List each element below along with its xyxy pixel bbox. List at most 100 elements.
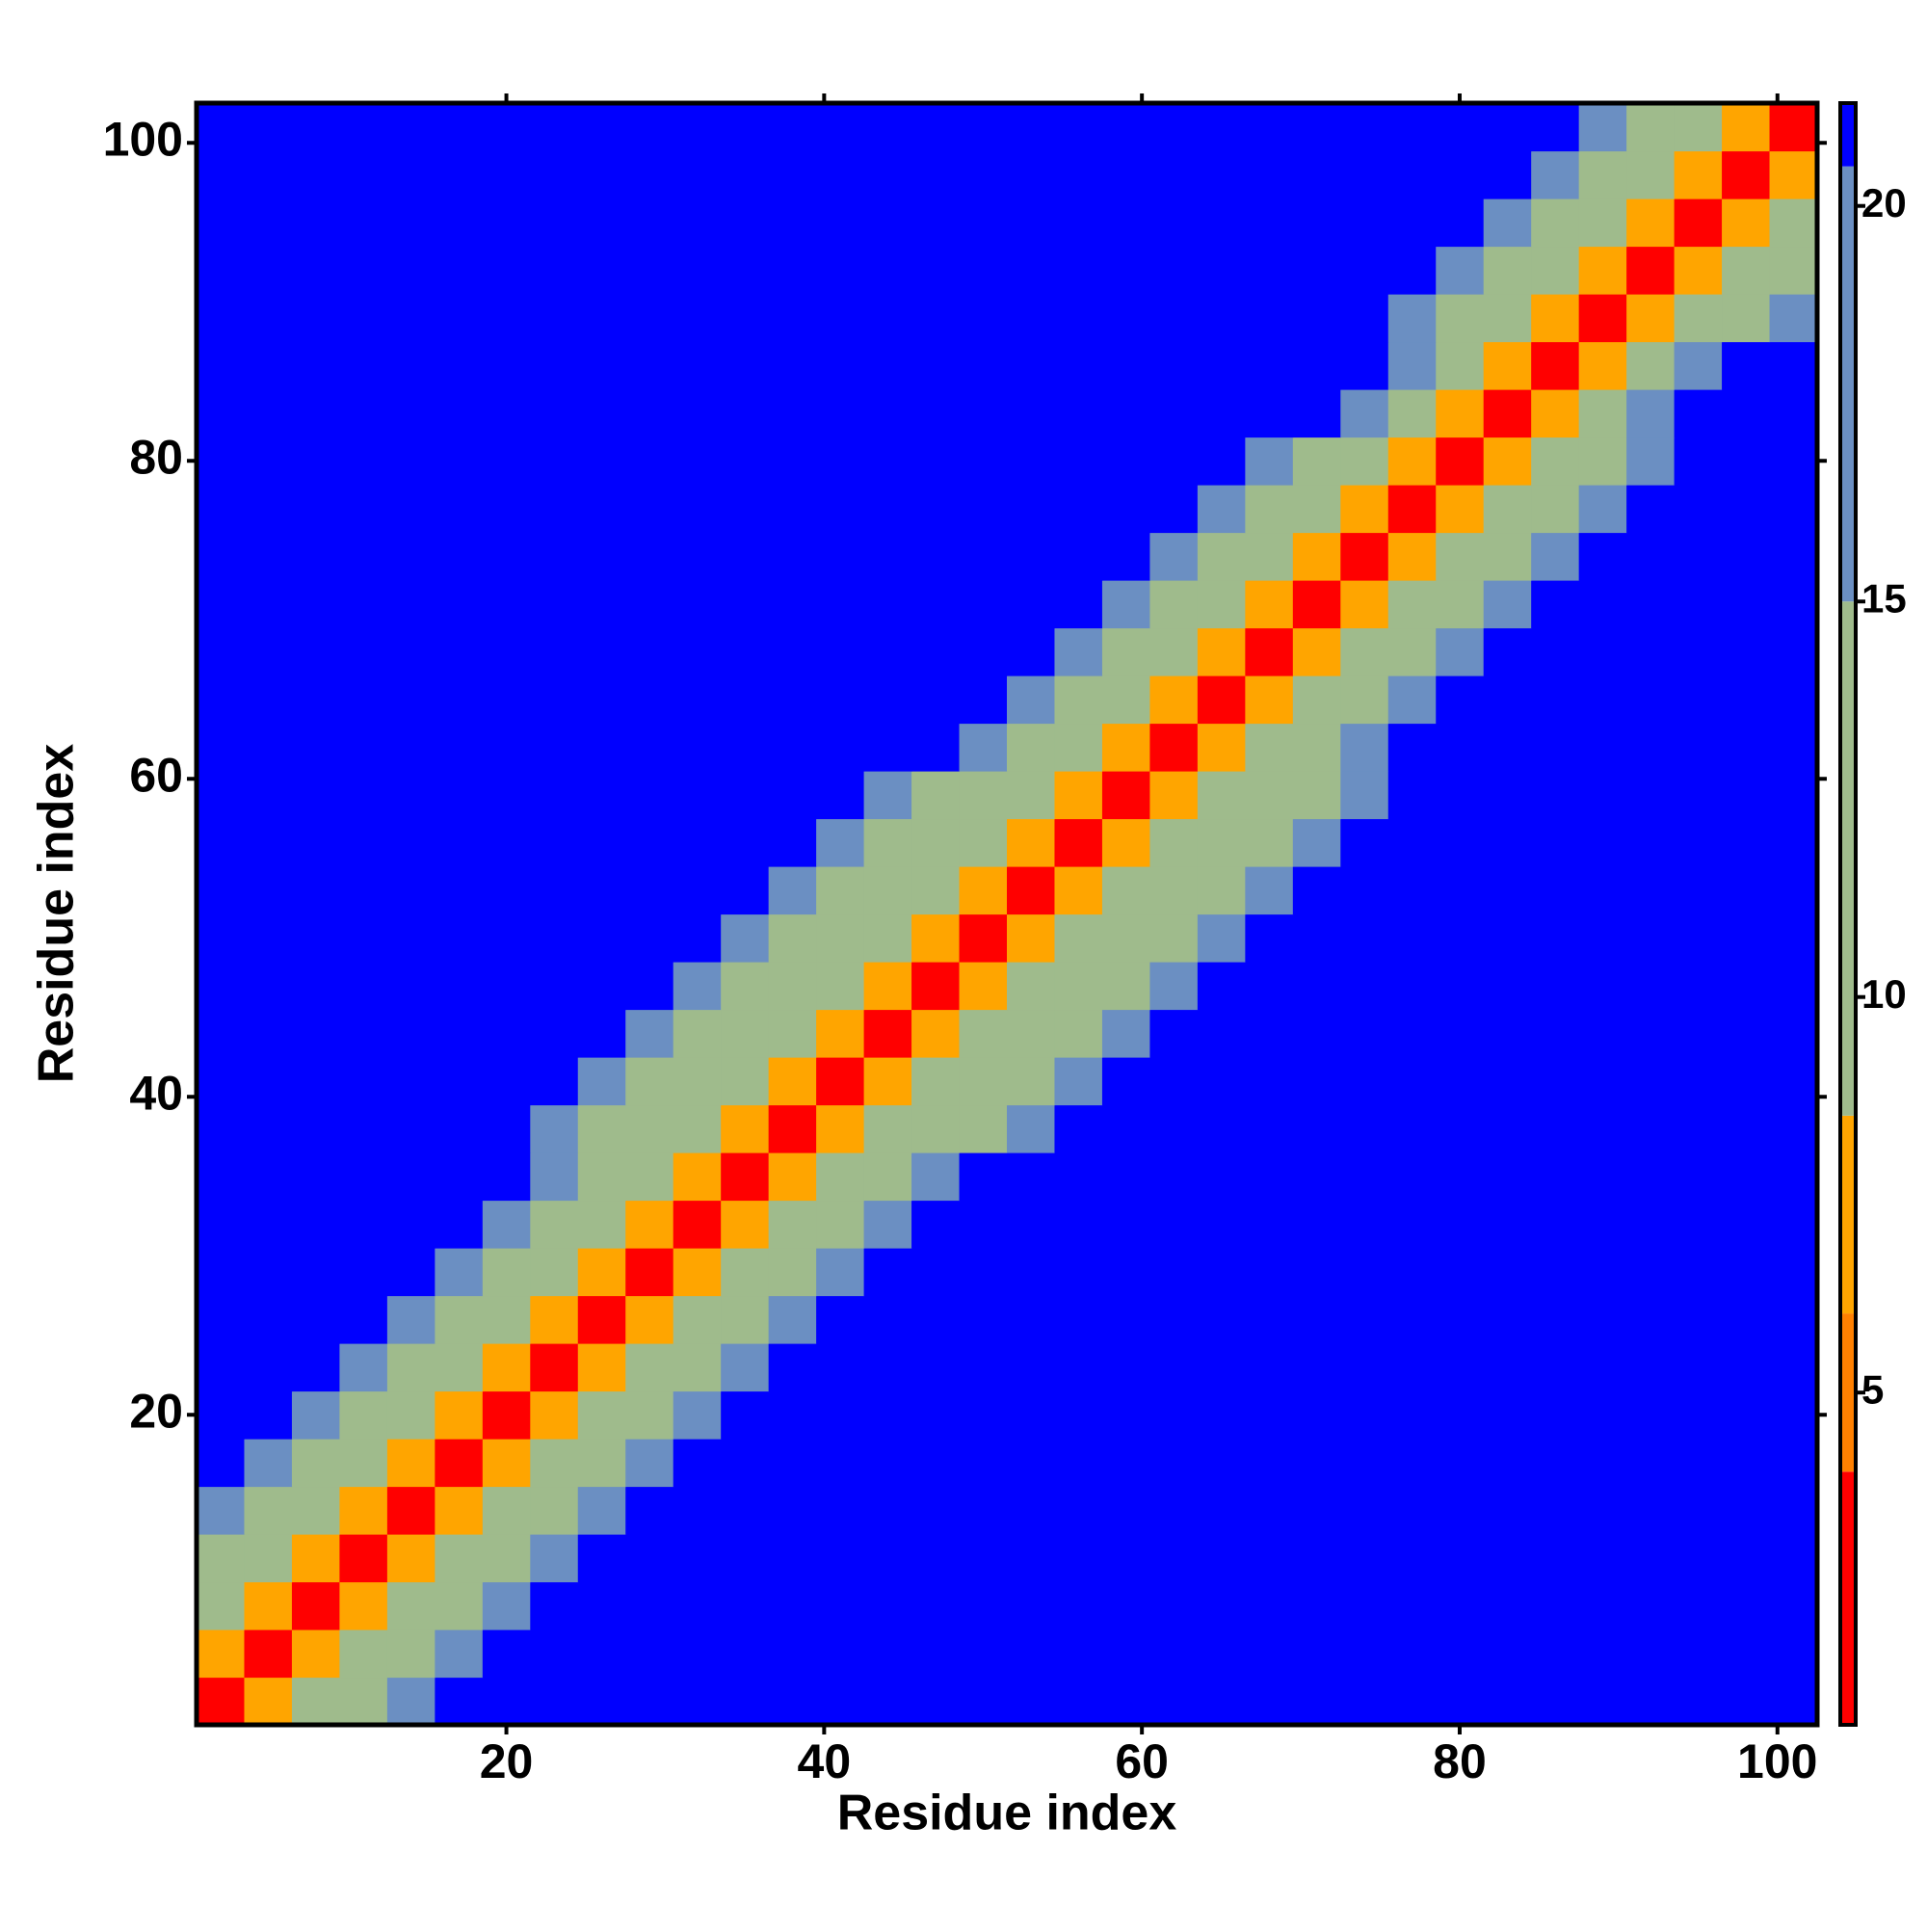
heatmap-cell (1483, 437, 1532, 486)
heatmap-cell (721, 1390, 770, 1440)
heatmap-cell (1054, 580, 1103, 629)
heatmap-cell (625, 866, 674, 915)
heatmap-cell (625, 1152, 674, 1202)
heatmap-cell (1340, 532, 1389, 581)
heatmap-cell (1626, 1200, 1676, 1249)
heatmap-cell (482, 1439, 531, 1488)
heatmap-cell (625, 294, 674, 343)
heatmap-cell (1483, 1057, 1532, 1106)
heatmap-cell (1245, 1295, 1294, 1344)
heatmap-cell (1722, 1248, 1771, 1297)
heatmap-cell (1578, 866, 1627, 915)
heatmap-cell (1674, 1343, 1723, 1392)
heatmap-cell (1245, 294, 1294, 343)
heatmap-cell (1578, 913, 1627, 963)
heatmap-cell (673, 532, 722, 581)
heatmap-cell (1007, 485, 1056, 534)
heatmap-cell (1769, 1009, 1818, 1058)
heatmap-cell (1722, 1152, 1771, 1202)
heatmap-cell (1531, 246, 1580, 295)
heatmap-cell (911, 485, 961, 534)
heatmap-cell (244, 1200, 293, 1249)
heatmap-cell (721, 1677, 770, 1726)
colorbar-tick-label: 15 (1861, 575, 1907, 621)
heatmap-cell (1626, 1343, 1676, 1392)
heatmap-cell (1054, 1486, 1103, 1535)
heatmap-cell (1387, 1295, 1437, 1344)
heatmap-cell (482, 580, 531, 629)
heatmap-cell (1007, 198, 1056, 248)
heatmap-cell (721, 1486, 770, 1535)
heatmap-cell (1578, 532, 1627, 581)
heatmap-cell (291, 962, 341, 1011)
heatmap-cell (1245, 341, 1294, 390)
heatmap-cell (721, 818, 770, 867)
heatmap-cell (339, 1057, 388, 1106)
heatmap-cell (197, 1390, 246, 1440)
heatmap-cell (1578, 246, 1627, 295)
heatmap-cell (435, 437, 484, 486)
heatmap-cell (197, 1152, 246, 1202)
heatmap-cell (1101, 485, 1151, 534)
heatmap-cell (1436, 1629, 1485, 1679)
heatmap-cell (339, 198, 388, 248)
heatmap-cell (1149, 627, 1199, 676)
heatmap-cell (1387, 1439, 1437, 1488)
heatmap-cell (1387, 1629, 1437, 1679)
heatmap-cell (1197, 723, 1246, 772)
heatmap-cell (1483, 341, 1532, 390)
heatmap-cell (197, 246, 246, 295)
heatmap-cell (339, 1248, 388, 1297)
heatmap-cell (1197, 1104, 1246, 1153)
heatmap-cell (816, 962, 865, 1011)
heatmap-cell (1340, 485, 1389, 534)
heatmap-cell (1054, 818, 1103, 867)
heatmap-cell (625, 1343, 674, 1392)
heatmap-cell (1769, 1104, 1818, 1153)
heatmap-cell (911, 1057, 961, 1106)
heatmap-cell (1769, 913, 1818, 963)
y-axis-label: Residue index (29, 744, 85, 1084)
heatmap-cell (577, 1104, 626, 1153)
heatmap-cell (1101, 246, 1151, 295)
heatmap-cell (482, 913, 531, 963)
heatmap-cell (482, 818, 531, 867)
heatmap-cell (1674, 1439, 1723, 1488)
heatmap-cell (1054, 1343, 1103, 1392)
heatmap-cell (1101, 198, 1151, 248)
heatmap-cell (911, 1390, 961, 1440)
heatmap-cell (911, 913, 961, 963)
heatmap-cell (435, 723, 484, 772)
heatmap-cell (768, 150, 817, 199)
heatmap-cell (1769, 150, 1818, 199)
heatmap-cell (244, 246, 293, 295)
heatmap-cell (1531, 962, 1580, 1011)
heatmap-cell (721, 913, 770, 963)
heatmap-cell (1292, 1104, 1341, 1153)
heatmap-cell (1436, 246, 1485, 295)
heatmap-cell (577, 962, 626, 1011)
heatmap-cell (816, 1534, 865, 1583)
heatmap-cell (625, 1581, 674, 1630)
heatmap-cell (1387, 1152, 1437, 1202)
heatmap-cell (197, 532, 246, 581)
heatmap-cell (482, 723, 531, 772)
heatmap-cell (244, 485, 293, 534)
heatmap-cell (1769, 1200, 1818, 1249)
heatmap-cell (1722, 1390, 1771, 1440)
heatmap-cell (291, 389, 341, 438)
heatmap-cell (721, 150, 770, 199)
y-tick-label: 80 (129, 430, 183, 484)
heatmap-cell (1674, 103, 1723, 152)
colorbar-segment (1840, 601, 1856, 1116)
heatmap-cell (1245, 580, 1294, 629)
heatmap-cell (339, 913, 388, 963)
heatmap-cell (339, 103, 388, 152)
heatmap-cell (1054, 103, 1103, 152)
heatmap-cell (1769, 341, 1818, 390)
heatmap-cell (244, 1629, 293, 1679)
heatmap-cell (625, 675, 674, 725)
heatmap-cell (1149, 103, 1199, 152)
heatmap-cell (577, 150, 626, 199)
heatmap-cell (768, 198, 817, 248)
